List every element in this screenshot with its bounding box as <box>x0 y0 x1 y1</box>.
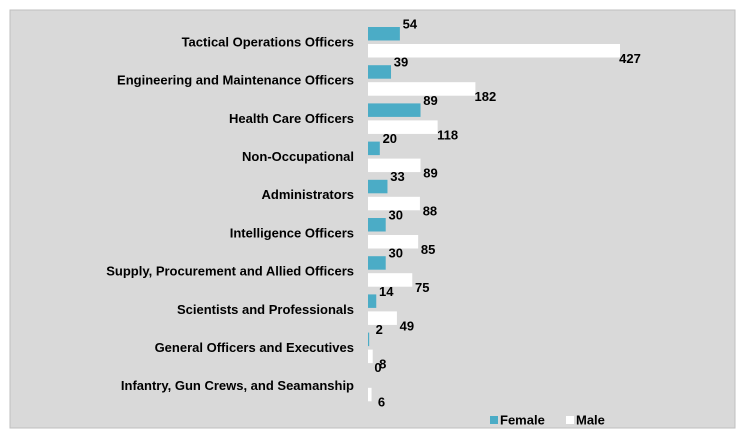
bar <box>368 44 620 58</box>
bar <box>368 387 372 402</box>
value-label: 88 <box>423 204 437 219</box>
value-label: 54 <box>403 16 418 31</box>
value-label: 30 <box>388 246 402 261</box>
bar <box>368 65 392 79</box>
value-label: 6 <box>378 395 385 410</box>
bar <box>368 235 419 249</box>
value-label: 0 <box>374 360 381 375</box>
bar <box>368 120 438 134</box>
bar <box>368 141 380 156</box>
bar <box>368 311 397 325</box>
legend-swatch <box>490 416 498 424</box>
bar <box>368 349 373 364</box>
category-label: Infantry, Gun Crews, and Seamanship <box>121 378 354 393</box>
bar <box>368 218 386 232</box>
value-label: 89 <box>423 166 437 181</box>
value-label: 33 <box>390 169 404 184</box>
bar <box>368 256 386 270</box>
value-label: 49 <box>400 318 414 333</box>
category-label: Supply, Procurement and Allied Officers <box>106 264 354 279</box>
value-label: 89 <box>423 93 437 108</box>
category-label: Administrators <box>262 187 354 202</box>
bar <box>368 179 388 194</box>
value-label: 427 <box>619 51 641 66</box>
legend-label: Female <box>500 412 545 427</box>
value-label: 39 <box>394 55 408 70</box>
category-label: Scientists and Professionals <box>177 302 354 317</box>
category-label: General Officers and Executives <box>155 340 354 355</box>
category-label: Health Care Officers <box>229 111 354 126</box>
category-label: Non-Occupational <box>242 149 354 164</box>
value-label: 8 <box>379 357 386 372</box>
bar <box>368 196 420 211</box>
value-label: 14 <box>379 284 394 299</box>
bar <box>368 332 370 347</box>
value-label: 30 <box>388 207 402 222</box>
value-label: 75 <box>415 280 429 295</box>
bar <box>368 27 400 41</box>
category-label: Engineering and Maintenance Officers <box>117 73 354 88</box>
legend-label: Male <box>576 412 605 427</box>
category-label: Tactical Operations Officers <box>182 34 354 49</box>
bar <box>368 273 413 287</box>
value-label: 118 <box>437 127 458 142</box>
value-label: 20 <box>383 131 397 146</box>
value-label: 2 <box>376 322 383 337</box>
bar <box>368 158 421 173</box>
bar <box>368 103 421 117</box>
legend-swatch <box>566 416 574 424</box>
bar <box>368 82 476 96</box>
bar <box>368 294 377 308</box>
value-label: 85 <box>421 242 435 257</box>
value-label: 182 <box>475 89 497 104</box>
category-label: Intelligence Officers <box>230 225 354 240</box>
